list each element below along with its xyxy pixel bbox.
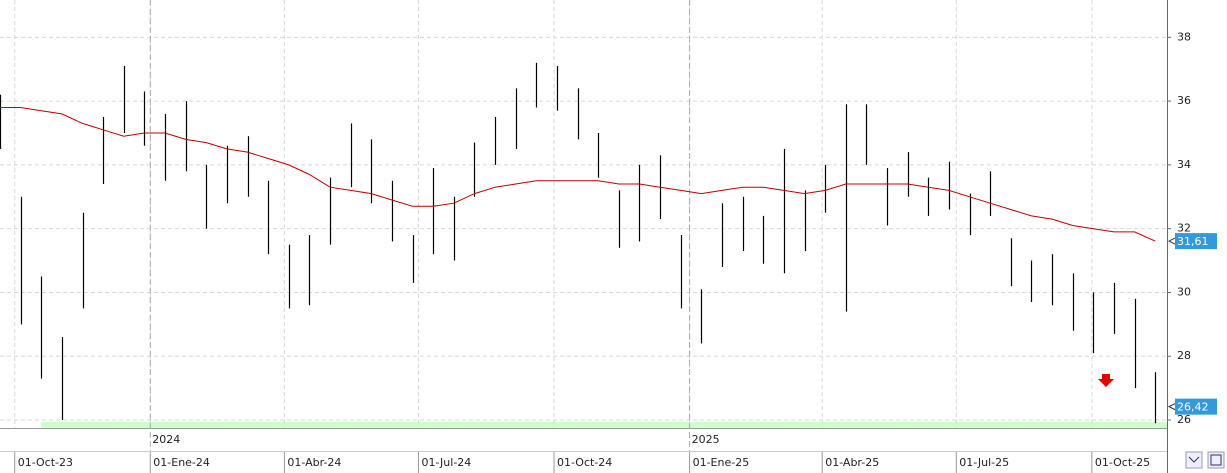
x-tick-label: 01-Ene-24 <box>153 456 210 469</box>
x-tick-label: 01-Jul-24 <box>421 456 471 469</box>
y-tick-label: 36 <box>1177 94 1191 107</box>
y-tick-label: 34 <box>1177 158 1191 171</box>
x-tick-label: 01-Abr-25 <box>825 456 879 469</box>
year-label: 2024 <box>152 433 180 446</box>
year-label: 2025 <box>692 433 720 446</box>
collapse-button[interactable] <box>1185 451 1203 469</box>
x-tick-label: 01-Jul-25 <box>959 456 1009 469</box>
x-tick-label: 01-Oct-24 <box>557 456 612 469</box>
value-pointer <box>1167 403 1176 411</box>
save-icon <box>1210 454 1222 466</box>
collapse-icon <box>1188 456 1200 463</box>
x-tick-label: 01-Oct-25 <box>1095 456 1150 469</box>
value-pointer <box>1167 237 1176 245</box>
value-label-box <box>1175 233 1217 250</box>
y-tick-label: 32 <box>1177 222 1191 235</box>
x-tick-label: 01-Oct-23 <box>18 456 73 469</box>
y-tick-label: 26 <box>1177 413 1191 426</box>
support-band <box>41 421 1168 428</box>
signal-arrow <box>1098 374 1114 387</box>
value-label: 31,61 <box>1177 235 1209 248</box>
y-tick-label: 28 <box>1177 349 1191 362</box>
y-tick-label: 38 <box>1177 30 1191 43</box>
y-tick-label: 30 <box>1177 285 1191 298</box>
value-label-box <box>1175 398 1217 415</box>
x-tick-label: 01-Abr-24 <box>287 456 341 469</box>
x-tick-label: 01-Ene-25 <box>693 456 750 469</box>
save-button[interactable] <box>1207 451 1225 469</box>
moving-average-line <box>0 107 1156 242</box>
value-label: 26,42 <box>1177 401 1209 414</box>
